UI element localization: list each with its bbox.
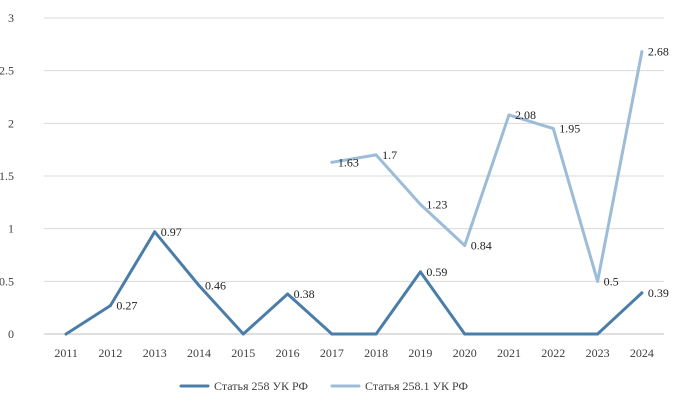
x-tick-label: 2021 [497,346,521,360]
data-point [418,202,422,206]
x-tick-label: 2018 [364,346,388,360]
y-tick-label: 2.5 [0,64,14,78]
data-label: 2.68 [648,45,669,59]
series-line-1 [64,230,644,336]
data-point [197,284,201,288]
data-label: 0.38 [294,287,315,301]
y-tick-label: 3 [8,11,14,25]
x-tick-label: 2019 [408,346,432,360]
x-tick-label: 2015 [231,346,255,360]
data-point [551,332,555,336]
series-line-2 [330,50,644,283]
data-point [374,153,378,157]
series-group [64,50,644,336]
x-tick-label: 2024 [630,346,654,360]
x-tick-label: 2022 [541,346,565,360]
data-point [241,332,245,336]
data-point [507,332,511,336]
y-axis: 0 0.5 1 1.5 2 2.5 3 [0,11,14,341]
x-tick-label: 2016 [276,346,300,360]
data-label: 1.63 [338,155,359,169]
x-tick-label: 2014 [187,346,211,360]
data-point [64,332,68,336]
data-point [507,113,511,117]
y-tick-label: 1 [8,222,14,236]
data-point [640,291,644,295]
data-label: 2.08 [515,108,536,122]
data-point [463,332,467,336]
y-tick-label: 1.5 [0,169,14,183]
x-tick-label: 2020 [453,346,477,360]
data-label: 0.27 [116,299,137,313]
data-point [640,50,644,54]
legend-label-2: Статья 258.1 УК РФ [365,379,468,393]
y-tick-label: 2 [8,116,14,130]
data-point [463,244,467,248]
data-point [596,332,600,336]
legend-label-1: Статья 258 УК РФ [214,379,308,393]
x-tick-label: 2013 [143,346,167,360]
grid-lines [44,17,664,335]
data-point [153,230,157,234]
data-point [108,304,112,308]
x-tick-label: 2017 [320,346,344,360]
data-label: 1.23 [426,197,447,211]
data-point [330,332,334,336]
x-tick-label: 2012 [98,346,122,360]
x-tick-label: 2023 [586,346,610,360]
data-label: 0.84 [471,239,492,253]
data-label: 0.5 [604,274,619,288]
y-tick-label: 0 [8,327,14,341]
data-labels: 0.27 0.97 0.46 0.38 0.59 0.39 1.63 1.7 1.23 0.84 2… [116,45,668,313]
x-tick-label: 2011 [54,346,78,360]
data-label: 1.95 [559,122,580,136]
data-label: 0.59 [426,265,447,279]
data-label: 0.39 [648,286,669,300]
x-axis: 2011 2012 2013 2014 2015 2016 2017 2018 2019 2020… [54,346,653,360]
data-point [551,127,555,131]
data-point [286,292,290,296]
data-point [596,279,600,283]
data-label: 0.97 [161,225,182,239]
data-point [330,160,334,164]
data-label: 1.7 [382,148,397,162]
legend: Статья 258 УК РФ Статья 258.1 УК РФ [179,379,468,393]
data-point [374,332,378,336]
y-tick-label: 0.5 [0,274,14,288]
data-label: 0.46 [205,279,226,293]
data-point [418,270,422,274]
